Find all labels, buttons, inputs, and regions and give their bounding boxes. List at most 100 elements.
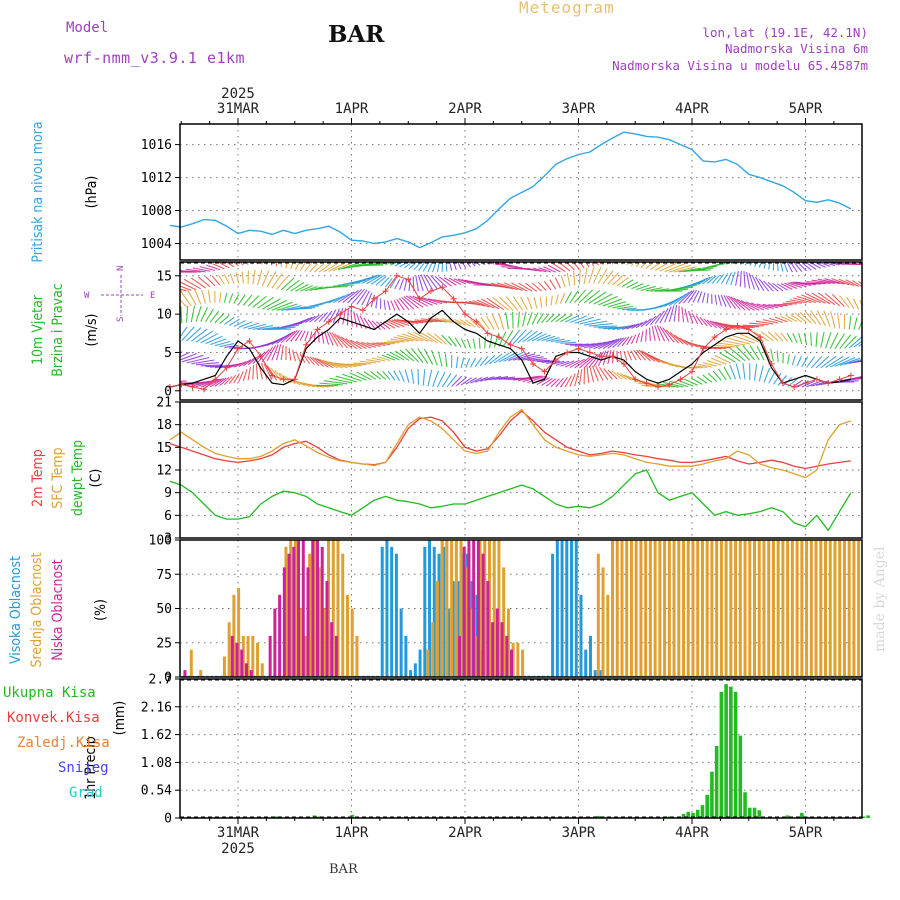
wind-arrow xyxy=(478,337,481,349)
wind-arrow xyxy=(223,274,230,284)
wind-arrow xyxy=(749,322,769,326)
wind-arrow xyxy=(602,350,609,366)
wind-arrow xyxy=(324,331,330,345)
cloud-bar xyxy=(487,540,491,677)
wind-arrow xyxy=(723,294,732,309)
wind-arrow xyxy=(247,366,251,381)
wind-arrow xyxy=(294,330,303,342)
wind-arrow xyxy=(546,337,560,342)
wind-arrow xyxy=(589,365,595,383)
cloud-bar xyxy=(570,540,574,677)
year-label-top: 2025 xyxy=(221,86,255,102)
wind-arrow xyxy=(716,262,728,266)
wind-arrow xyxy=(707,372,718,382)
wind-arrow xyxy=(384,278,393,288)
cloud-bar xyxy=(189,649,193,677)
wind-arrow xyxy=(484,336,486,349)
wind-speed-line xyxy=(169,309,852,388)
wind-arrow xyxy=(371,320,382,330)
x-label-top: 5APR xyxy=(789,101,823,117)
wind-arrow xyxy=(285,262,288,269)
cloud-bar xyxy=(462,546,466,677)
precip-bar xyxy=(785,815,790,818)
y-tick-label: 0 xyxy=(164,671,172,686)
wind-arrow xyxy=(756,303,774,310)
wind-arrow xyxy=(793,297,812,304)
wind-arrow xyxy=(328,263,345,272)
wind-arrow xyxy=(706,360,722,366)
wind-arrow xyxy=(564,375,573,388)
cloud-bar xyxy=(738,540,742,677)
wind-arrow xyxy=(200,307,209,322)
wind-arrow xyxy=(376,370,386,380)
precip-bar xyxy=(691,812,695,818)
wind-arrow xyxy=(736,298,755,311)
wind-arrow xyxy=(772,282,784,292)
cloud-bar xyxy=(598,670,602,677)
wind-arrow xyxy=(770,348,774,362)
cloud-bar xyxy=(724,540,728,677)
wind-arrow xyxy=(280,262,283,268)
wind-arrow xyxy=(790,313,803,323)
cloud-bar xyxy=(456,581,460,677)
wind-arrow xyxy=(536,313,544,324)
cloud-bar xyxy=(506,608,510,677)
wind-arrow xyxy=(602,298,623,307)
cloud-bar xyxy=(719,540,723,677)
wind-arrow xyxy=(677,379,694,387)
wind-arrow xyxy=(501,266,523,269)
cloud-bar xyxy=(350,608,354,677)
cloud-bar xyxy=(334,635,338,677)
wind-arrow xyxy=(773,304,788,307)
wind-arrow xyxy=(313,313,324,323)
wind-arrow xyxy=(679,337,694,347)
wind-arrow xyxy=(233,373,240,384)
cloud-bar xyxy=(446,608,450,677)
wind-arrow xyxy=(366,342,381,348)
cloud-bar xyxy=(232,594,236,677)
wind-arrow xyxy=(743,271,746,288)
wind-arrow xyxy=(804,262,817,270)
wind-arrow xyxy=(801,380,816,388)
wind-arrow xyxy=(597,268,608,284)
wind-arrow xyxy=(673,291,690,306)
wind-arrow xyxy=(503,351,524,362)
wind-arrow xyxy=(191,379,214,387)
wind-arrow xyxy=(565,262,576,271)
wind-arrow xyxy=(233,293,240,304)
wind-arrow xyxy=(423,348,434,365)
wind-arrow xyxy=(304,262,313,272)
cloud-bar xyxy=(227,622,231,677)
wind-arrow xyxy=(415,275,420,292)
wind-arrow xyxy=(536,334,551,342)
wind-arrow xyxy=(749,262,754,266)
wind-arrow xyxy=(205,335,223,345)
wind-arrow xyxy=(496,282,519,291)
wind-arrow xyxy=(718,368,727,381)
wind-arrow xyxy=(725,272,732,285)
wind-arrow xyxy=(864,282,873,290)
wind-arrow xyxy=(593,325,618,328)
y-tick-label: 1012 xyxy=(141,171,172,186)
wind-arrow xyxy=(598,295,618,306)
y-tick-label: 1016 xyxy=(141,138,172,153)
wind-arrow xyxy=(247,323,267,330)
panel-frame-clouds xyxy=(179,539,863,678)
wind-arrow xyxy=(337,262,359,271)
wind-arrow xyxy=(457,278,471,284)
cloud-bar xyxy=(748,540,752,677)
wind-arrow xyxy=(453,278,467,285)
cloud-bar xyxy=(317,567,321,677)
wind-arrow xyxy=(275,262,278,267)
wind-arrow xyxy=(199,265,216,272)
wind-arrow xyxy=(584,320,608,326)
wind-arrow xyxy=(356,274,378,284)
wind-arrow xyxy=(212,263,225,270)
wind-arrow xyxy=(720,273,729,284)
wind-arrow xyxy=(214,377,227,387)
precip-bar xyxy=(681,813,686,818)
wind-arrow xyxy=(719,352,736,363)
wind-arrow xyxy=(210,338,227,346)
wind-arrow xyxy=(333,262,352,272)
wind-arrow xyxy=(599,366,609,381)
